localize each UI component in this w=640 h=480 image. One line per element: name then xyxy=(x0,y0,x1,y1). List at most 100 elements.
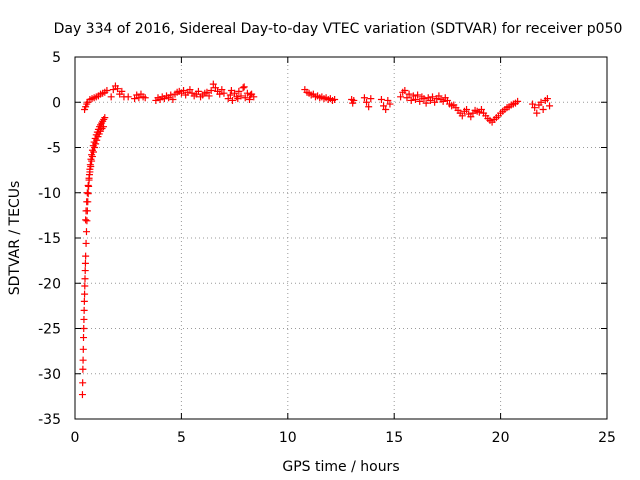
data-point xyxy=(235,87,243,95)
data-point xyxy=(81,275,89,283)
data-point xyxy=(386,100,394,108)
data-point xyxy=(79,345,87,353)
data-point xyxy=(141,94,149,102)
data-point xyxy=(79,365,87,373)
data-point xyxy=(86,168,94,176)
x-tick-label: 0 xyxy=(71,430,80,446)
data-point xyxy=(90,148,98,156)
data-point xyxy=(209,80,217,88)
data-point xyxy=(467,113,475,121)
data-point xyxy=(81,259,89,267)
data-point xyxy=(80,334,88,342)
data-point xyxy=(239,84,247,92)
data-point xyxy=(114,85,122,93)
data-point xyxy=(363,98,371,106)
x-tick-label: 15 xyxy=(385,430,403,446)
data-point xyxy=(414,91,422,99)
data-point xyxy=(431,98,439,106)
y-tick-label: -5 xyxy=(47,141,61,157)
data-point xyxy=(167,91,175,99)
data-point xyxy=(107,93,115,101)
y-tick-label: -35 xyxy=(38,412,61,428)
data-point xyxy=(84,190,92,198)
data-point xyxy=(80,315,88,323)
grid-lines xyxy=(75,57,607,419)
y-tick-label: -15 xyxy=(38,231,61,247)
data-point xyxy=(220,89,228,97)
data-point xyxy=(93,136,101,144)
y-tick-label: -10 xyxy=(38,186,61,202)
data-point xyxy=(367,95,375,103)
data-point xyxy=(84,182,92,190)
data-point xyxy=(531,104,539,112)
data-point xyxy=(429,93,437,101)
data-point xyxy=(420,95,428,103)
data-point xyxy=(216,90,224,98)
data-point xyxy=(403,94,411,102)
data-point xyxy=(397,93,405,101)
x-tick-label: 5 xyxy=(177,430,186,446)
data-point xyxy=(458,112,466,120)
data-point xyxy=(537,98,545,106)
chart-title: Day 334 of 2016, Sidereal Day-to-day VTE… xyxy=(54,21,623,37)
data-point xyxy=(109,86,117,94)
data-point xyxy=(463,105,471,113)
data-point xyxy=(377,96,385,104)
data-point xyxy=(88,157,96,165)
data-point xyxy=(409,92,417,100)
x-axis-label: GPS time / hours xyxy=(282,459,399,475)
y-axis-ticks: 5 0 -5 -10 -15 -20 -25 -30 -35 xyxy=(38,50,607,428)
data-point xyxy=(227,86,235,94)
data-point xyxy=(82,216,90,224)
data-point xyxy=(203,88,211,96)
data-point xyxy=(422,99,430,107)
x-tick-label: 20 xyxy=(492,430,510,446)
data-point xyxy=(435,92,443,100)
data-point xyxy=(234,95,242,103)
data-point xyxy=(401,86,409,94)
data-point xyxy=(218,86,226,94)
data-point xyxy=(407,96,415,104)
data-point xyxy=(416,97,424,105)
data-point xyxy=(135,94,143,102)
data-point xyxy=(241,94,249,102)
data-point xyxy=(81,290,89,298)
data-point xyxy=(88,153,96,161)
x-tick-label: 10 xyxy=(279,430,297,446)
data-point xyxy=(82,228,90,236)
data-point xyxy=(169,96,177,104)
data-point xyxy=(82,252,90,260)
data-point xyxy=(100,123,108,131)
data-point xyxy=(211,84,219,92)
data-point xyxy=(83,217,91,225)
y-tick-label: -30 xyxy=(38,367,61,383)
data-point xyxy=(546,102,554,110)
data-point xyxy=(87,163,95,171)
data-point xyxy=(80,297,88,305)
data-point xyxy=(83,198,91,206)
y-tick-label: -20 xyxy=(38,276,61,292)
data-point xyxy=(405,90,413,98)
y-axis-label: SDTVAR / TECUs xyxy=(7,181,23,296)
data-point xyxy=(205,92,213,100)
data-point xyxy=(79,356,87,364)
data-point xyxy=(92,140,100,148)
data-point xyxy=(240,83,248,91)
data-point xyxy=(350,96,358,104)
data-point xyxy=(529,100,537,108)
data-point xyxy=(118,87,126,95)
data-point xyxy=(91,144,99,151)
data-point xyxy=(82,207,90,215)
data-point xyxy=(124,93,132,101)
data-point xyxy=(382,105,390,113)
y-tick-label: 5 xyxy=(52,50,61,66)
data-point xyxy=(224,95,232,103)
data-point xyxy=(331,96,339,104)
data-point xyxy=(443,96,451,104)
data-point xyxy=(194,87,202,95)
data-point xyxy=(411,96,419,104)
data-point xyxy=(477,105,485,113)
data-point xyxy=(81,267,89,275)
x-axis-ticks: 0 5 10 15 20 25 xyxy=(71,57,616,446)
data-point xyxy=(101,114,109,122)
